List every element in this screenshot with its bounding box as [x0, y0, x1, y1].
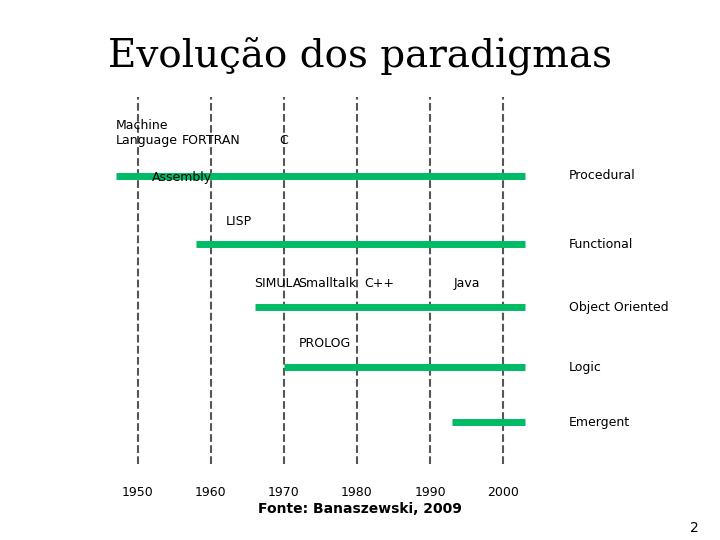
Text: 1960: 1960 [195, 486, 227, 499]
Text: Logic: Logic [569, 361, 602, 374]
Text: 1950: 1950 [122, 486, 153, 499]
Text: LISP: LISP [225, 215, 251, 228]
Text: FORTRAN: FORTRAN [181, 134, 240, 147]
Text: Java: Java [454, 277, 480, 290]
Text: 2000: 2000 [487, 486, 519, 499]
Text: Machine
Language: Machine Language [116, 119, 178, 147]
Text: Object Oriented: Object Oriented [569, 301, 668, 314]
Text: 2: 2 [690, 521, 698, 535]
Text: PROLOG: PROLOG [298, 337, 351, 350]
Text: 1970: 1970 [268, 486, 300, 499]
Text: C: C [279, 134, 288, 147]
Text: Assembly: Assembly [152, 171, 212, 184]
Text: Smalltalk: Smalltalk [298, 277, 356, 290]
Text: SIMULA: SIMULA [255, 277, 302, 290]
Text: Emergent: Emergent [569, 416, 630, 429]
Text: Procedural: Procedural [569, 170, 636, 183]
Text: C++: C++ [364, 277, 394, 290]
Text: Evolução dos paradigmas: Evolução dos paradigmas [108, 38, 612, 76]
Text: 1980: 1980 [341, 486, 373, 499]
Text: 1990: 1990 [414, 486, 446, 499]
Text: Functional: Functional [569, 238, 633, 251]
Text: Fonte: Banaszewski, 2009: Fonte: Banaszewski, 2009 [258, 502, 462, 516]
